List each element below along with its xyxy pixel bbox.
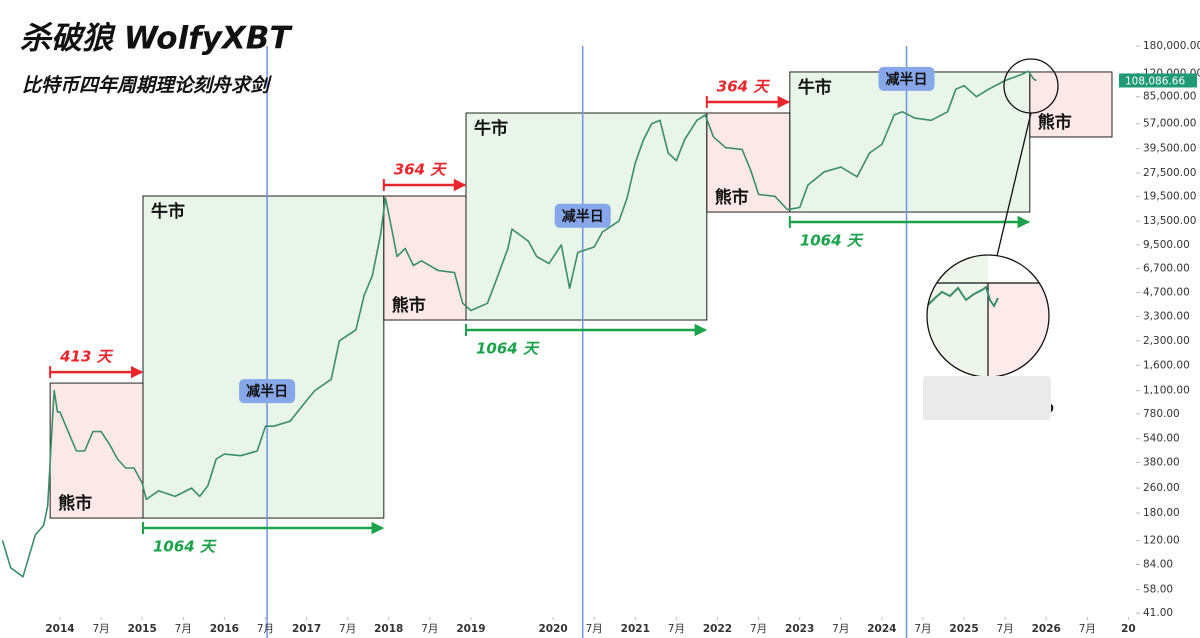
x-tick-label: 2018 [374,623,403,635]
x-tick-label: 7月 [586,623,603,635]
bear-zone [383,195,467,321]
span-label: 413 天 [59,348,114,366]
x-tick-label: 7月 [92,623,109,635]
x-tick-label: 7月 [339,623,356,635]
zones [49,71,1113,519]
x-tick-label: 7月 [997,623,1014,635]
title: 杀破狼 WolfyXBT [20,21,293,57]
y-tick-label: 4,700.00 [1143,286,1190,298]
bear-zone [49,382,144,519]
y-tick-label: 84.00 [1143,559,1173,571]
y-tick-label: 2,300.00 [1143,335,1190,347]
zone-label: 熊市 [715,187,749,208]
halving-badge [239,379,296,404]
halving-label: 减半日 [562,208,604,225]
zone-label: 熊市 [58,493,92,514]
x-tick-label: 2017 [292,623,321,635]
x-tick-label: 2016 [210,623,239,635]
y-tick-label: 180.00 [1143,507,1180,519]
y-tick-label: 3,300.00 [1143,310,1190,322]
span-label: 1064 天 [153,538,217,556]
y-tick-label: 1,600.00 [1143,359,1190,371]
x-tick-label: 2021 [621,623,650,635]
y-tick-label: 380.00 [1143,456,1180,468]
halvings [266,46,908,638]
x-tick-label: 2024 [867,623,896,635]
zone-label: 牛市 [151,201,185,222]
y-tick-label: 27,500.00 [1143,167,1196,179]
x-tick-label: 7月 [750,623,767,635]
y-tick-label: 57,000.00 [1143,118,1196,130]
price [1,70,1037,578]
halving-label: 减半日 [246,383,288,400]
halving-badge [554,203,611,228]
y-tick-label: 260.00 [1143,482,1180,494]
bull-zone [789,71,1031,213]
x-tick-label: 20 [1121,623,1136,635]
price-line [1,70,1037,578]
last-price-tag [1119,73,1197,88]
x-tick-label: 2026 [1032,623,1061,635]
span-label: 1064 天 [476,340,540,358]
y-tick-label: 1,100.00 [1143,385,1190,397]
y-tick-label: 780.00 [1143,408,1180,420]
x-tick-label: 2025 [949,623,978,635]
subtitle: 比特币四年周期理论刻舟求剑 [22,75,272,97]
callout-box [923,376,1051,420]
halving-badge [878,66,935,91]
x-tick-label: 2020 [539,623,568,635]
zone-label: 牛市 [474,118,508,139]
y-tick-label: 85,000.00 [1143,91,1196,103]
y-tick-label: 13,500.00 [1143,215,1196,227]
halving-label: 减半日 [886,71,928,88]
x-tick-label: 2015 [128,623,157,635]
zone-label: 牛市 [798,77,832,98]
x-tick-label: 7月 [914,623,931,635]
bear-zone [1029,71,1113,138]
x-tick-label: 7月 [832,623,849,635]
span-label: 364 天 [394,161,448,179]
y-tick-label: 58.00 [1143,584,1173,596]
y-tick-label: 39,500.00 [1143,143,1196,155]
x-tick-label: 2019 [456,623,485,635]
zoom-connector [996,112,1032,257]
x-tick-label: 2023 [785,623,814,635]
x-tick-label: 2022 [703,623,732,635]
x-tick-label: 7月 [668,623,685,635]
y-tick-label: 9,500.00 [1143,239,1190,251]
bull-zone [142,195,385,519]
zone-label: 熊市 [392,295,426,316]
y-tick-label: 180,000.00 [1143,40,1200,52]
y-tick-label: 6,700.00 [1143,262,1190,274]
span-label: 364 天 [717,78,771,96]
x-tick-label: 2014 [45,623,74,635]
x-tick-label: 7月 [175,623,192,635]
y-tick-label: 41.00 [1143,607,1173,619]
y-tick-label: 540.00 [1143,433,1180,445]
x-tick-label: 7月 [421,623,438,635]
zone-label: 熊市 [1038,112,1072,133]
x-tick-label: 7月 [257,623,274,635]
last-price-label: 108,086.66 [1125,75,1185,87]
x-tick-label: 7月 [1079,623,1096,635]
span-label: 1064 天 [800,232,864,250]
y-tick-label: 19,500.00 [1143,190,1196,202]
axes: 180,000.00120,000.0085,000.0057,000.0039… [45,40,1200,635]
annotations: 熊市413 天牛市1064 天熊市364 天牛市1064 天熊市364 天牛市1… [49,66,1072,556]
y-tick-label: 120.00 [1143,534,1180,546]
